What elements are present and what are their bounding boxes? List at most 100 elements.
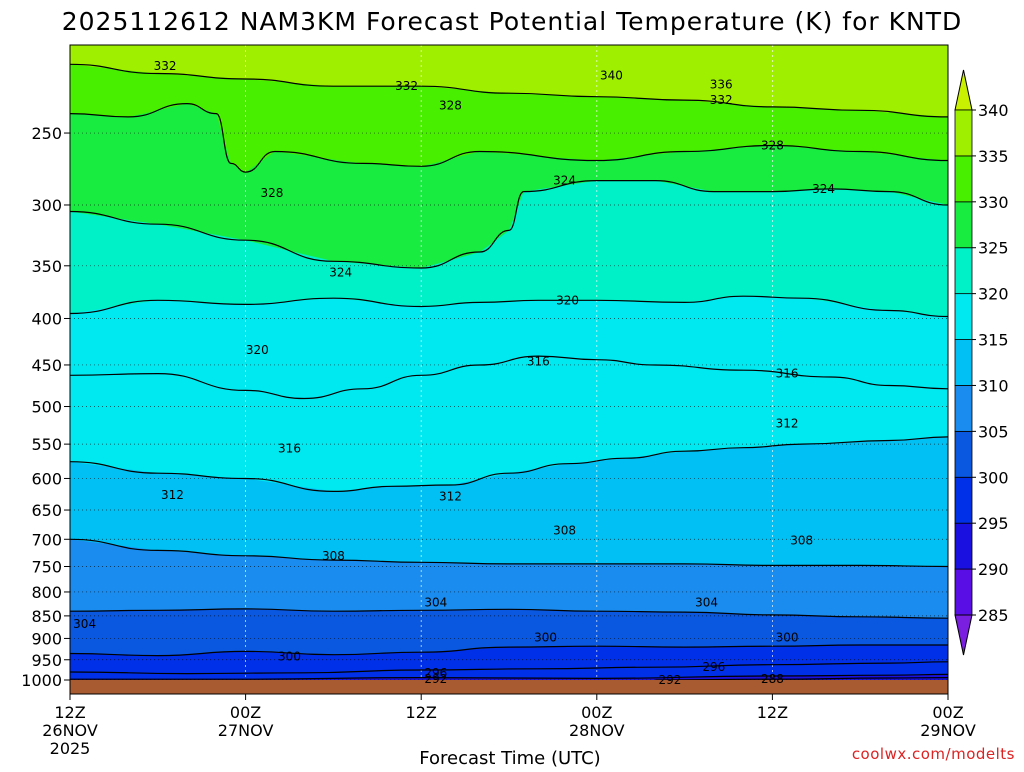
colorbar: 285 290 295 300 305 310 315 320 325 330 335 340: [954, 69, 1009, 656]
contour-label-332: 332: [395, 79, 418, 93]
contour-296: [70, 661, 948, 675]
contour-label-316: 316: [278, 441, 301, 455]
y-tick-label-700: 700: [31, 530, 62, 549]
colorbar-swatch-320: [954, 247, 973, 295]
colorbar-label-340: 340: [978, 101, 1009, 120]
y-tick-label-400: 400: [31, 309, 62, 328]
contour-324: [70, 179, 948, 269]
contour-label-300: 300: [278, 649, 301, 663]
x-tick-time-48: 12Z: [757, 703, 788, 722]
contour-label-328: 328: [761, 138, 784, 152]
colorbar-swatch-300: [954, 430, 973, 478]
colorbar-swatch-290: [954, 522, 973, 570]
contour-label-300: 300: [534, 631, 557, 645]
y-tick-label-650: 650: [31, 501, 62, 520]
y-tick-label-850: 850: [31, 607, 62, 626]
y-tick-label-900: 900: [31, 629, 62, 648]
colorbar-label-315: 315: [978, 331, 1009, 350]
x-tick-time-12: 00Z: [230, 703, 261, 722]
y-tick-label-600: 600: [31, 469, 62, 488]
colorbar-label-290: 290: [978, 560, 1009, 579]
contour-304: [70, 608, 948, 619]
contour-label-288: 288: [761, 672, 784, 686]
contour-label-336: 336: [710, 77, 733, 91]
contour-label-312: 312: [776, 417, 799, 431]
contour-332: [70, 63, 948, 118]
contour-label-292: 292: [659, 673, 682, 687]
y-tick-label-750: 750: [31, 557, 62, 576]
contour-labels: 332 332 340 336 332 328 328 328 324 324 324 320 320 3…: [73, 59, 835, 687]
contour-label-324: 324: [329, 266, 352, 280]
y-tick-label-300: 300: [31, 196, 62, 215]
colorbar-label-300: 300: [978, 468, 1009, 487]
y-tick-label-1000: 1000: [21, 671, 62, 690]
colorbar-swatch-330: [954, 155, 973, 203]
y-tick-label-800: 800: [31, 583, 62, 602]
x-tick-date-0: 26NOV: [42, 721, 98, 740]
contour-label-304: 304: [424, 596, 447, 610]
y-tick-label-950: 950: [31, 651, 62, 670]
contour-288: [655, 677, 948, 681]
contour-label-320: 320: [246, 343, 269, 357]
contour-316: [70, 355, 948, 400]
contour-label-316: 316: [776, 367, 799, 381]
contour-300: [70, 644, 948, 657]
x-axis-label: Forecast Time (UTC): [419, 748, 600, 768]
contour-label-320: 320: [556, 293, 579, 307]
y-tick-label-250: 250: [31, 124, 62, 143]
x-tick-date-12: 27NOV: [218, 721, 274, 740]
contour-label-308: 308: [553, 524, 576, 538]
x-tick-time-36: 00Z: [581, 703, 612, 722]
colorbar-swatch-285: [954, 568, 973, 616]
colorbar-label-285: 285: [978, 606, 1009, 625]
y-tick-label-500: 500: [31, 398, 62, 417]
plot-frame: [69, 44, 949, 695]
colorbar-swatch-325: [954, 201, 973, 249]
y-tick-label-450: 450: [31, 356, 62, 375]
colorbar-label-305: 305: [978, 422, 1009, 441]
contour-label-340: 340: [600, 68, 623, 82]
fill-bands: [70, 45, 948, 681]
contour-label-328: 328: [439, 98, 462, 112]
chart-title: 2025112612 NAM3KM Forecast Potential Tem…: [62, 7, 963, 36]
contour-label-308: 308: [322, 549, 345, 563]
contour-312: [70, 436, 948, 493]
contour-label-300: 300: [776, 631, 799, 645]
colorbar-swatch-310: [954, 339, 973, 386]
ground-strip: [70, 680, 948, 694]
colorbar-swatch-335: [954, 109, 973, 157]
contour-label-332: 332: [154, 59, 177, 73]
band-below-296: [70, 661, 948, 680]
colorbar-bottom-triangle: [954, 614, 973, 656]
contour-label-324: 324: [812, 182, 835, 196]
contour-label-328: 328: [260, 186, 283, 200]
colorbar-label-295: 295: [978, 514, 1009, 533]
y-tick-label-350: 350: [31, 257, 62, 276]
year-label: 2025: [50, 739, 91, 758]
contour-308: [70, 538, 948, 568]
contour-label-304: 304: [695, 596, 718, 610]
contour-label-296: 296: [424, 666, 447, 680]
y-tick-label-550: 550: [31, 435, 62, 454]
colorbar-swatch-295: [954, 476, 973, 524]
y-axis: 250 300 350 400 450 500 550 600 650 700 750 800 850 9…: [21, 124, 70, 690]
contour-label-312: 312: [439, 489, 462, 503]
contour-label-308: 308: [790, 533, 813, 547]
colorbar-label-335: 335: [978, 147, 1009, 166]
x-tick-time-24: 12Z: [406, 703, 437, 722]
x-tick-time-60: 00Z: [932, 703, 963, 722]
contour-label-292: 292: [424, 672, 447, 686]
band-below-292: [70, 674, 948, 680]
credit-text: coolwx.com/modelts: [852, 745, 1015, 763]
gridlines: [70, 45, 948, 681]
contour-label-312: 312: [161, 488, 184, 502]
x-tick-date-60: 29NOV: [920, 721, 976, 740]
contour-label-304: 304: [73, 617, 96, 631]
colorbar-swatch-305: [954, 385, 973, 432]
colorbar-label-330: 330: [978, 193, 1009, 212]
colorbar-label-320: 320: [978, 285, 1009, 304]
x-tick-time-0: 12Z: [54, 703, 85, 722]
colorbar-top-triangle: [954, 69, 973, 111]
